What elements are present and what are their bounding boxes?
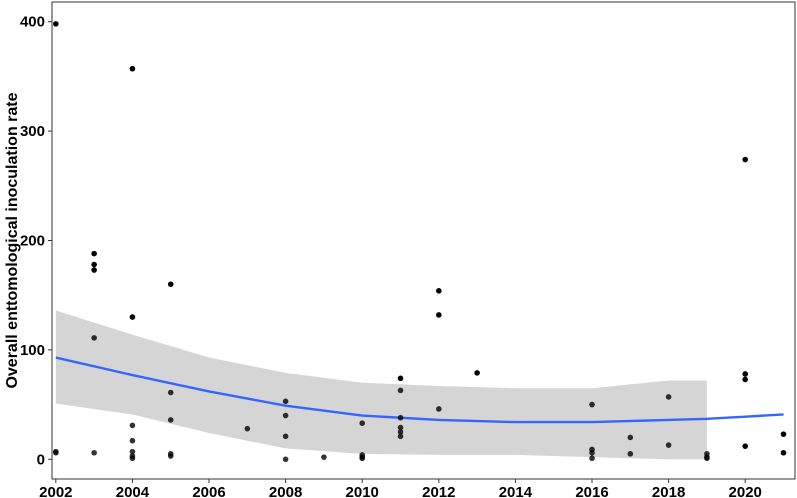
data-point [742,371,749,377]
data-point [282,456,289,463]
x-tick-label: 2002 [39,484,72,498]
data-point [244,425,251,432]
data-point [167,417,174,423]
data-point [91,335,97,341]
data-point [359,455,366,462]
data-point [397,429,404,435]
data-point [91,250,97,257]
data-point [397,424,404,431]
data-point [129,455,136,462]
x-tick-label: 2004 [116,484,150,498]
data-point [282,398,289,405]
data-point [627,451,634,457]
data-point [780,449,787,456]
data-point [167,281,174,288]
data-point [704,455,710,462]
data-point [589,449,595,456]
data-point [397,414,404,421]
data-point [91,449,97,456]
data-point [589,401,595,408]
y-tick-label: 200 [20,233,45,250]
data-point [53,449,59,456]
x-tick-label: 2020 [729,484,762,498]
x-tick-label: 2016 [575,484,608,498]
data-point [359,420,366,427]
data-point [397,375,404,382]
x-tick-label: 2012 [422,484,455,498]
data-point [589,455,595,462]
data-point [53,21,59,27]
trend-line-layer [55,356,784,424]
data-points-layer [53,21,787,463]
data-point [780,431,787,437]
data-point [129,65,136,72]
data-point [91,261,97,268]
data-point [167,389,174,396]
data-point [742,376,749,383]
data-point [129,437,136,444]
data-point [282,433,289,440]
data-point [474,370,480,376]
x-tick-label: 2014 [499,484,533,498]
axes-layer: 2002 2004 2006 2008 2010 2012 2014 2016 2018 2020… [20,1,796,498]
data-point [321,454,327,460]
y-tick-label: 400 [20,14,45,31]
data-point [129,314,136,320]
x-tick-label: 2010 [346,484,379,498]
data-point [397,433,404,440]
data-point [742,443,749,449]
data-point [282,412,289,419]
data-point [167,453,174,459]
y-tick-label: 100 [20,342,45,359]
y-tick-label: 0 [37,451,45,468]
data-point [742,156,749,163]
x-tick-label: 2006 [192,484,225,498]
x-tick-label: 2018 [652,484,685,498]
trend-line [55,356,784,424]
data-point [129,448,136,455]
data-point [627,434,634,441]
y-axis-title: Overall enttomological inoculation rate [4,92,21,388]
x-tick-label: 2008 [269,484,302,498]
data-point [436,312,442,318]
data-point [665,394,672,400]
data-point [91,267,97,273]
data-point [665,442,672,448]
data-point [436,406,442,412]
data-point [436,288,442,294]
data-point [397,387,404,394]
data-point [129,422,136,429]
y-tick-label: 300 [20,123,45,140]
